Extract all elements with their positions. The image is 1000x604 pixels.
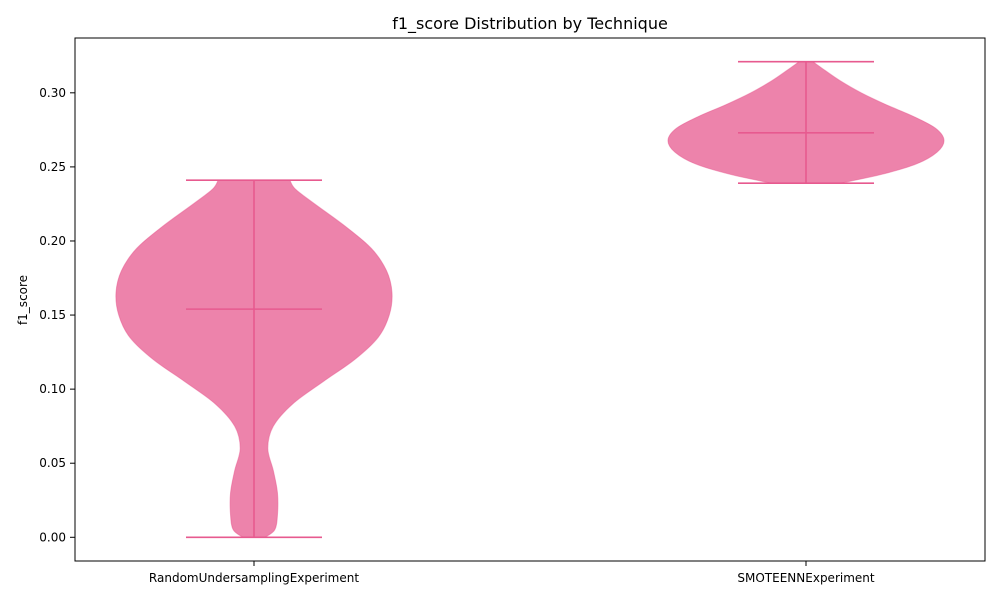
- y-tick-label: 0.25: [39, 160, 66, 174]
- y-axis: 0.00 0.05 0.10 0.15 0.20 0.25 0.30: [39, 86, 75, 544]
- plot-area: [115, 60, 945, 539]
- plot-frame: [74, 37, 986, 562]
- y-tick-label: 0.15: [39, 308, 66, 322]
- y-tick-label: 0.20: [39, 234, 66, 248]
- chart-title: f1_score Distribution by Technique: [392, 14, 668, 34]
- x-tick-label: SMOTEENNExperiment: [737, 571, 874, 585]
- y-tick-label: 0.00: [39, 530, 66, 544]
- y-tick-label: 0.05: [39, 456, 66, 470]
- y-tick-label: 0.30: [39, 86, 66, 100]
- y-axis-label: f1_score: [16, 275, 30, 325]
- x-tick-label: RandomUndersamplingExperiment: [149, 571, 359, 585]
- x-axis: RandomUndersamplingExperiment SMOTEENNExp…: [149, 561, 875, 585]
- y-tick-label: 0.10: [39, 382, 66, 396]
